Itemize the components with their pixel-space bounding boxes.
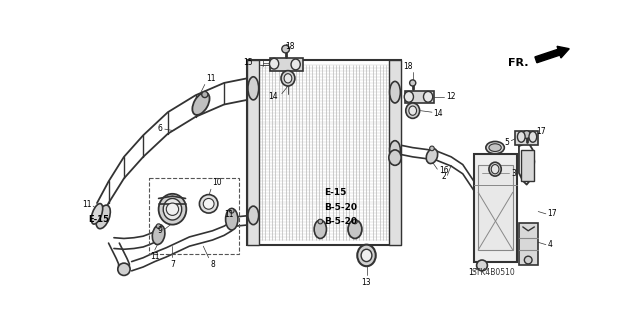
Ellipse shape	[404, 92, 413, 102]
Ellipse shape	[92, 204, 102, 224]
Text: 14: 14	[268, 92, 278, 100]
Text: 2: 2	[441, 172, 446, 182]
Ellipse shape	[291, 59, 300, 70]
Circle shape	[230, 208, 234, 213]
Text: 12: 12	[446, 92, 455, 101]
Ellipse shape	[409, 106, 417, 115]
Text: E-15: E-15	[324, 188, 346, 197]
Ellipse shape	[492, 165, 499, 174]
Ellipse shape	[361, 249, 372, 262]
Ellipse shape	[486, 141, 504, 154]
Text: 1: 1	[468, 268, 473, 277]
Bar	[270, 57, 303, 71]
Ellipse shape	[248, 206, 259, 225]
Circle shape	[410, 80, 416, 86]
Ellipse shape	[269, 58, 279, 69]
Circle shape	[156, 224, 161, 228]
Bar	[389, 60, 401, 245]
Ellipse shape	[489, 144, 501, 152]
Text: 16: 16	[439, 166, 449, 175]
Ellipse shape	[248, 77, 259, 100]
Text: 11: 11	[206, 74, 216, 83]
Ellipse shape	[517, 131, 525, 142]
Text: 3: 3	[511, 168, 516, 178]
Text: 13: 13	[362, 278, 371, 287]
Ellipse shape	[348, 220, 362, 239]
Ellipse shape	[390, 81, 401, 103]
Circle shape	[282, 45, 289, 53]
Circle shape	[166, 203, 179, 215]
Text: 10: 10	[212, 178, 222, 187]
Text: 15: 15	[244, 58, 253, 67]
Text: 17: 17	[547, 209, 557, 218]
Ellipse shape	[529, 131, 537, 142]
Text: 11: 11	[150, 252, 159, 261]
Circle shape	[200, 195, 218, 213]
Ellipse shape	[225, 208, 238, 230]
Text: STK4B0510: STK4B0510	[472, 268, 515, 277]
Bar	[247, 60, 401, 245]
Ellipse shape	[118, 263, 130, 275]
Circle shape	[204, 198, 214, 209]
Ellipse shape	[281, 70, 295, 86]
Ellipse shape	[193, 93, 209, 115]
Text: B-5-20: B-5-20	[324, 203, 357, 212]
Text: 8: 8	[211, 260, 216, 269]
Circle shape	[524, 256, 532, 264]
Text: 11: 11	[225, 210, 234, 219]
Text: 4: 4	[547, 240, 552, 249]
Bar	[149, 178, 239, 254]
Circle shape	[523, 131, 531, 138]
Bar	[247, 60, 259, 245]
Text: 5: 5	[505, 138, 509, 147]
Bar	[515, 131, 538, 145]
Ellipse shape	[406, 103, 420, 118]
Ellipse shape	[163, 198, 182, 220]
Text: 9: 9	[157, 226, 163, 235]
Ellipse shape	[390, 141, 401, 159]
Ellipse shape	[389, 150, 401, 165]
Circle shape	[353, 219, 357, 224]
Bar	[405, 91, 435, 103]
Bar	[519, 223, 538, 265]
Ellipse shape	[152, 225, 165, 245]
Ellipse shape	[159, 194, 186, 225]
Bar	[478, 165, 513, 250]
Text: 11: 11	[82, 200, 92, 209]
Ellipse shape	[357, 245, 376, 266]
Text: FR.: FR.	[508, 58, 528, 68]
Circle shape	[202, 92, 208, 98]
Text: 6: 6	[157, 124, 163, 133]
Bar	[520, 150, 534, 181]
Text: 17: 17	[536, 127, 545, 136]
Text: E-15: E-15	[88, 215, 109, 224]
Text: 14: 14	[433, 109, 443, 118]
Ellipse shape	[489, 162, 501, 176]
FancyArrow shape	[535, 46, 569, 63]
Text: 18: 18	[403, 62, 413, 70]
Ellipse shape	[314, 220, 326, 239]
Bar	[474, 154, 516, 262]
Text: B-5-20: B-5-20	[324, 217, 357, 226]
Ellipse shape	[477, 260, 488, 271]
Ellipse shape	[284, 74, 292, 83]
Circle shape	[318, 219, 323, 224]
Circle shape	[429, 146, 435, 151]
Ellipse shape	[426, 149, 438, 164]
Text: 7: 7	[170, 260, 175, 269]
Text: 18: 18	[285, 42, 295, 51]
Ellipse shape	[424, 92, 433, 102]
Ellipse shape	[96, 205, 110, 229]
